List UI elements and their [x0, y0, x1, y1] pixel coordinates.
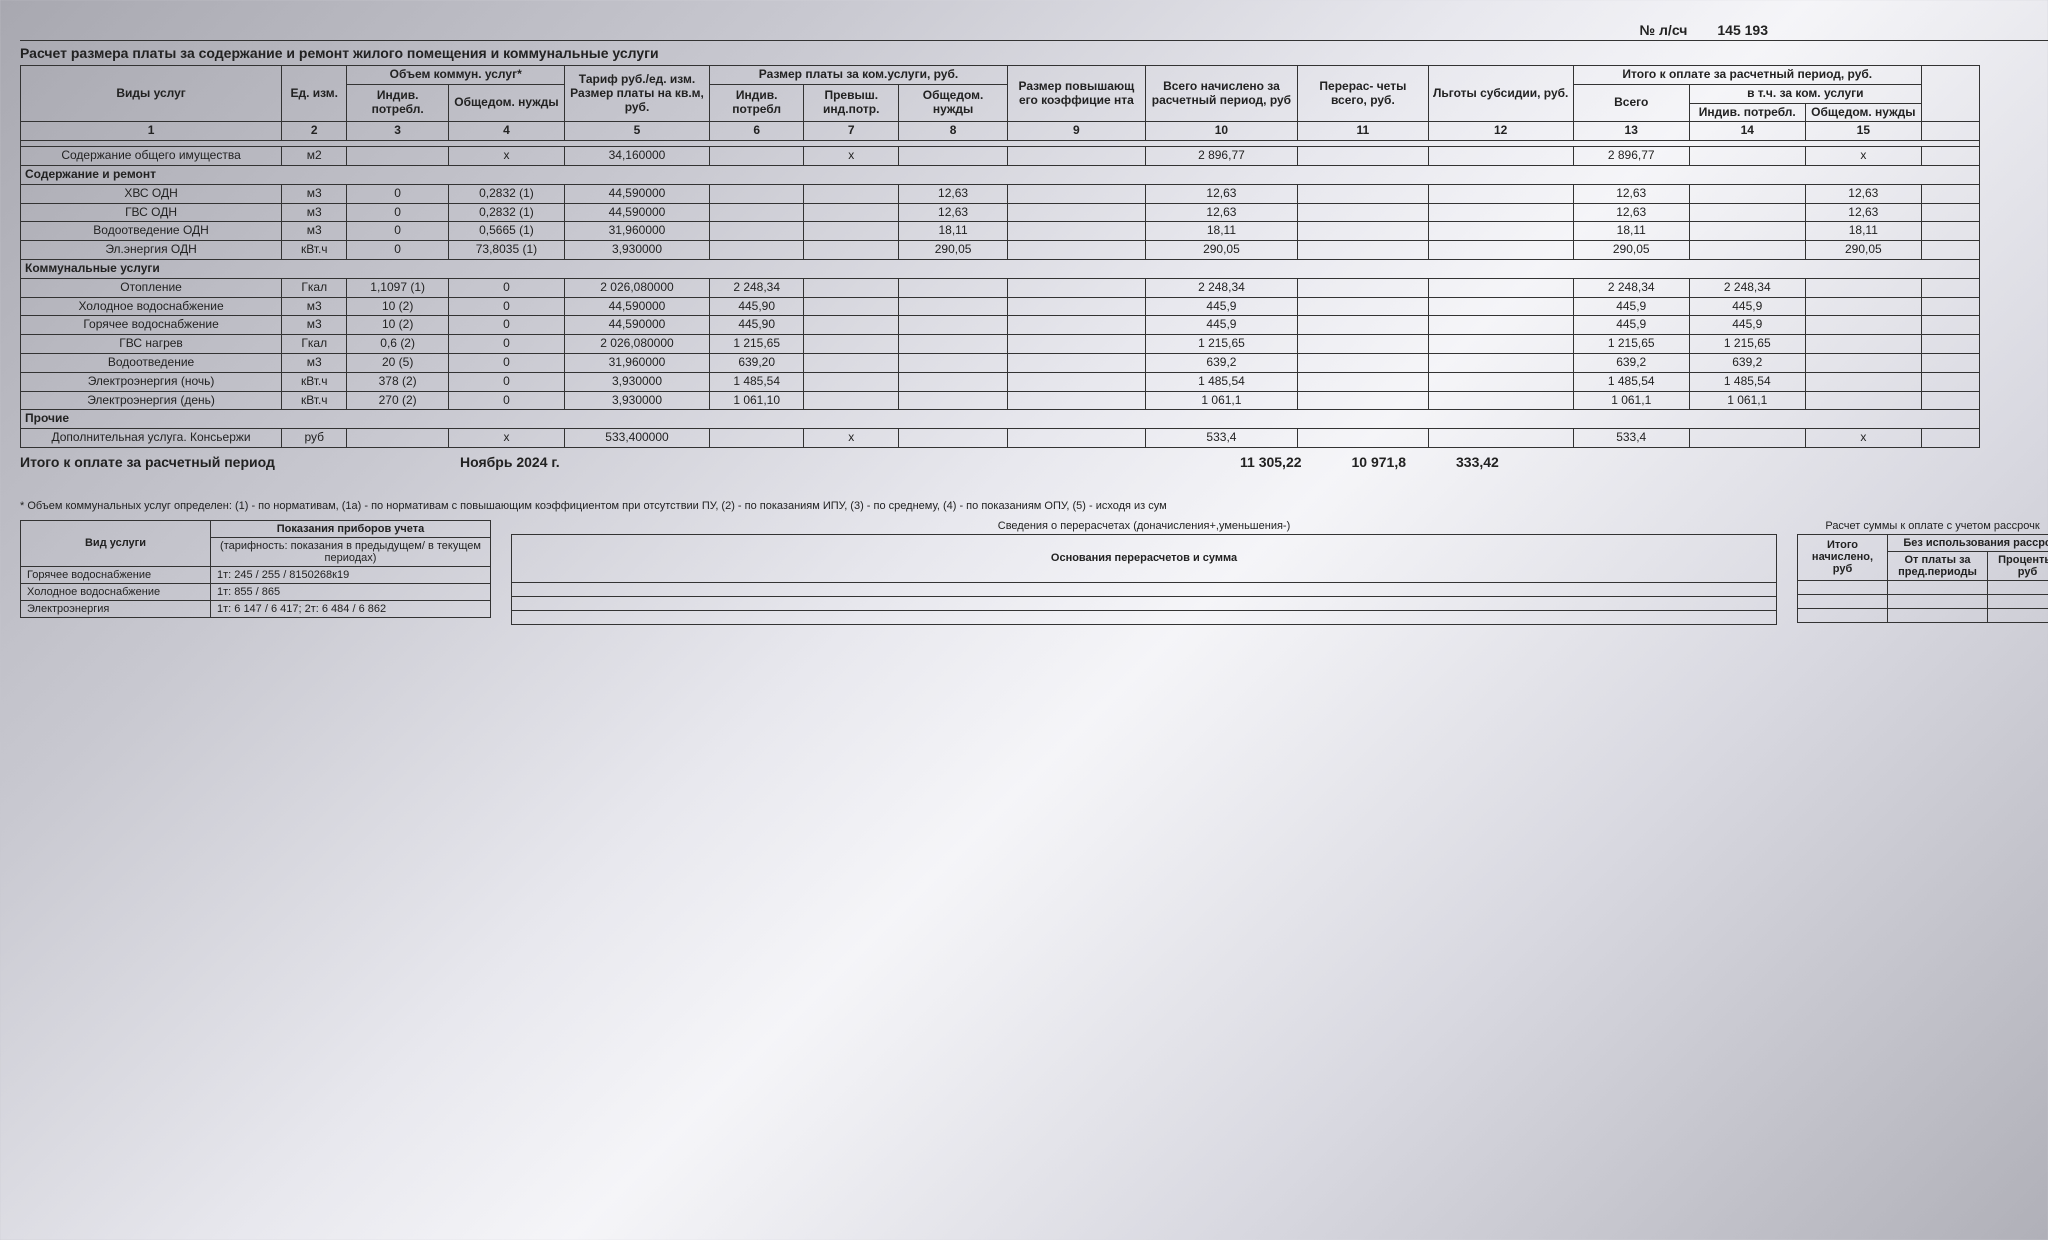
inst-h2b: Проценты, руб: [1988, 551, 2048, 580]
table-row: Холодное водоснабжением3 10 (2)044,59000…: [21, 297, 1980, 316]
table-row: ГВС нагревГкал 0,6 (2)02 026,080000 1 21…: [21, 335, 1980, 354]
installment-table: Итого начислено, руб Без использования р…: [1797, 534, 2048, 623]
recalc-super: Сведения о перерасчетах (доначисления+,у…: [511, 520, 1777, 532]
h-accr: Всего начислено за расчетный период, руб: [1145, 66, 1297, 122]
h-vol-gen: Общедом. нужды: [448, 84, 564, 122]
table-row: Электроэнергия (ночь)кВт.ч 378 (2)03,930…: [21, 372, 1980, 391]
table-row: Дополнительная услуга. Консьержируб x533…: [21, 429, 1980, 448]
h-tot-ku: в т.ч. за ком. услуги: [1689, 84, 1921, 103]
meters-h1: Вид услуги: [21, 520, 211, 566]
meter-row: Горячее водоснабжение1т: 245 / 255 / 815…: [21, 566, 491, 583]
table-row: Электроэнергия (день)кВт.ч 270 (2)03,930…: [21, 391, 1980, 410]
inst-h2a: От платы за пред.периоды: [1888, 551, 1988, 580]
section-row: Коммунальные услуги: [21, 259, 1980, 278]
recalc-table: Основания перерасчетов и сумма: [511, 534, 1777, 625]
h-pay-gen: Общедом. нужды: [899, 84, 1008, 122]
h-unit: Ед. изм.: [282, 66, 347, 122]
meters-h2: Показания приборов учета: [211, 520, 491, 537]
h-tariff: Тариф руб./ед. изм. Размер платы на кв.м…: [564, 66, 709, 122]
h-total: Итого к оплате за расчетный период, руб.: [1573, 66, 1921, 85]
h-coef: Размер повышающ его коэффицие нта: [1007, 66, 1145, 122]
table-row: ОтоплениеГкал 1,1097 (1)02 026,080000 2 …: [21, 278, 1980, 297]
table-row: Эл.энергия ОДНкВт.ч 073,8035 (1)3,930000…: [21, 241, 1980, 260]
totals-period: Ноябрь 2024 г.: [460, 454, 1170, 470]
h-tot-all: Всего: [1573, 84, 1689, 122]
table-row: Водоотведением3 20 (5)031,960000 639,20 …: [21, 353, 1980, 372]
inst-h1: Итого начислено, руб: [1798, 534, 1888, 580]
table-row: ХВС ОДНм3 00,2832 (1)44,590000 12,63 12,…: [21, 184, 1980, 203]
meter-row: Электроэнергия1т: 6 147 / 6 417; 2т: 6 4…: [21, 600, 491, 617]
h-pay: Размер платы за ком.услуги, руб.: [710, 66, 1008, 85]
totals-row: Итого к оплате за расчетный период Ноябр…: [20, 454, 2048, 470]
totals-label: Итого к оплате за расчетный период: [20, 454, 400, 470]
section-row: Прочие: [21, 410, 1980, 429]
section-row: Содержание и ремонт: [21, 165, 1980, 184]
account-label: № л/сч: [1640, 22, 1688, 38]
h-pay-ind: Индив. потребл: [710, 84, 804, 122]
h-lg: Льготы субсидии, руб.: [1428, 66, 1573, 122]
footnote: * Объем коммунальных услуг определен: (1…: [20, 500, 2048, 512]
totals-v14: 10 971,8: [1352, 454, 1407, 470]
h-recalc: Перерас- четы всего, руб.: [1298, 66, 1429, 122]
h-vol-ind: Индив. потребл.: [347, 84, 449, 122]
table-row: ГВС ОДНм3 00,2832 (1)44,590000 12,63 12,…: [21, 203, 1980, 222]
table-row: Содержание общего имуществам2 x34,160000…: [21, 147, 1980, 166]
page-title: Расчет размера платы за содержание и рем…: [20, 45, 2048, 61]
colnum-row: 123 456 789 101112 131415: [21, 122, 1980, 141]
account-value: 145 193: [1717, 22, 1768, 38]
meters-h2sub: (тарифность: показания в предыдущем/ в т…: [211, 537, 491, 566]
h-tot-ku2: Общедом. нужды: [1805, 103, 1921, 122]
meter-row: Холодное водоснабжение1т: 855 / 865: [21, 583, 491, 600]
totals-v15: 333,42: [1456, 454, 1499, 470]
table-row: Горячее водоснабжением3 10 (2)044,590000…: [21, 316, 1980, 335]
main-table: Виды услуг Ед. изм. Объем коммун. услуг*…: [20, 65, 1980, 448]
meters-table: Вид услуги Показания приборов учета (тар…: [20, 520, 491, 618]
h-service: Виды услуг: [21, 66, 282, 122]
totals-v13: 11 305,22: [1240, 454, 1302, 470]
inst-h2: Без использования рассро: [1888, 534, 2048, 551]
h-volume: Объем коммун. услуг*: [347, 66, 565, 85]
h-pay-over: Превыш. инд.потр.: [804, 84, 899, 122]
h-tot-ku1: Индив. потребл.: [1689, 103, 1805, 122]
recalc-header: Основания перерасчетов и сумма: [512, 534, 1777, 582]
table-row: Водоотведение ОДНм3 00,5665 (1)31,960000…: [21, 222, 1980, 241]
installment-super: Расчет суммы к оплате с учетом рассрочк: [1797, 520, 2048, 532]
